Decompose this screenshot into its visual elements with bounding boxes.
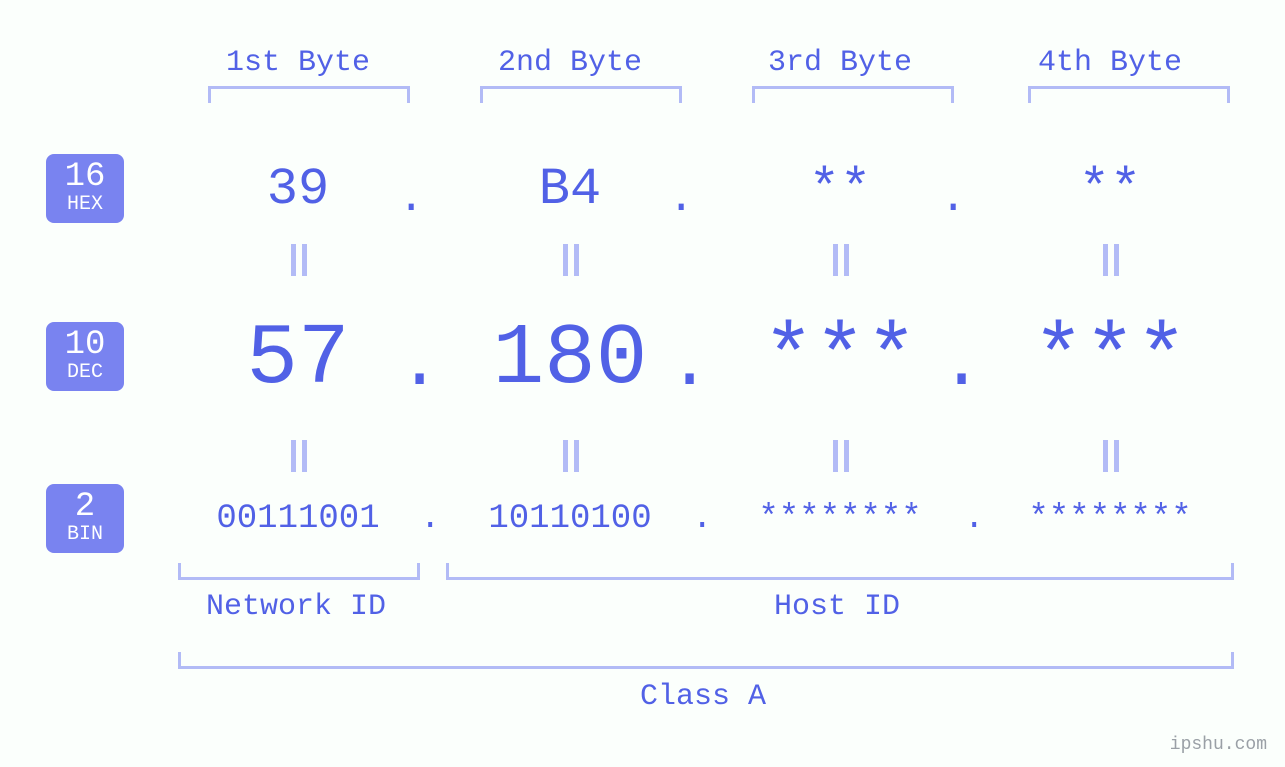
dec-byte-2: 180 (450, 310, 690, 408)
equals-upper-1 (288, 244, 310, 276)
class-bracket (178, 652, 1234, 669)
network-id-label: Network ID (178, 590, 414, 624)
bin-byte-1: 00111001 (178, 500, 418, 538)
equals-upper-4 (1100, 244, 1122, 276)
hex-byte-1: 39 (178, 160, 418, 219)
base-badge-hex: 16 HEX (46, 154, 124, 223)
top-bracket-2 (480, 86, 682, 103)
equals-upper-2 (560, 244, 582, 276)
host-id-bracket (446, 563, 1234, 580)
byte-label-3: 3rd Byte (720, 46, 960, 80)
base-badge-bin-num: 2 (46, 490, 124, 526)
equals-upper-3 (830, 244, 852, 276)
hex-dot-3: . (940, 174, 966, 224)
dec-dot-2: . (668, 324, 711, 406)
equals-lower-1 (288, 440, 310, 472)
hex-dot-2: . (668, 174, 694, 224)
bin-dot-1: . (420, 500, 440, 538)
base-badge-hex-lbl: HEX (46, 194, 124, 215)
base-badge-bin: 2 BIN (46, 484, 124, 553)
byte-label-4: 4th Byte (990, 46, 1230, 80)
bin-dot-2: . (692, 500, 712, 538)
host-id-label: Host ID (446, 590, 1228, 624)
network-id-bracket (178, 563, 420, 580)
hex-byte-4: ** (990, 160, 1230, 219)
equals-lower-4 (1100, 440, 1122, 472)
hex-byte-3: ** (720, 160, 960, 219)
top-bracket-1 (208, 86, 410, 103)
class-label: Class A (178, 680, 1228, 714)
dec-byte-3: *** (720, 310, 960, 408)
dec-byte-4: *** (990, 310, 1230, 408)
watermark: ipshu.com (1170, 735, 1267, 755)
hex-dot-1: . (398, 174, 424, 224)
base-badge-bin-lbl: BIN (46, 524, 124, 545)
bin-byte-4: ******** (990, 500, 1230, 538)
byte-label-1: 1st Byte (178, 46, 418, 80)
dec-dot-3: . (940, 324, 983, 406)
dec-dot-1: . (398, 324, 441, 406)
bin-byte-2: 10110100 (450, 500, 690, 538)
base-badge-hex-num: 16 (46, 160, 124, 196)
equals-lower-3 (830, 440, 852, 472)
equals-lower-2 (560, 440, 582, 472)
bin-dot-3: . (964, 500, 984, 538)
base-badge-dec-lbl: DEC (46, 362, 124, 383)
hex-byte-2: B4 (450, 160, 690, 219)
base-badge-dec-num: 10 (46, 328, 124, 364)
dec-byte-1: 57 (178, 310, 418, 408)
bin-byte-3: ******** (720, 500, 960, 538)
byte-label-2: 2nd Byte (450, 46, 690, 80)
base-badge-dec: 10 DEC (46, 322, 124, 391)
top-bracket-3 (752, 86, 954, 103)
top-bracket-4 (1028, 86, 1230, 103)
